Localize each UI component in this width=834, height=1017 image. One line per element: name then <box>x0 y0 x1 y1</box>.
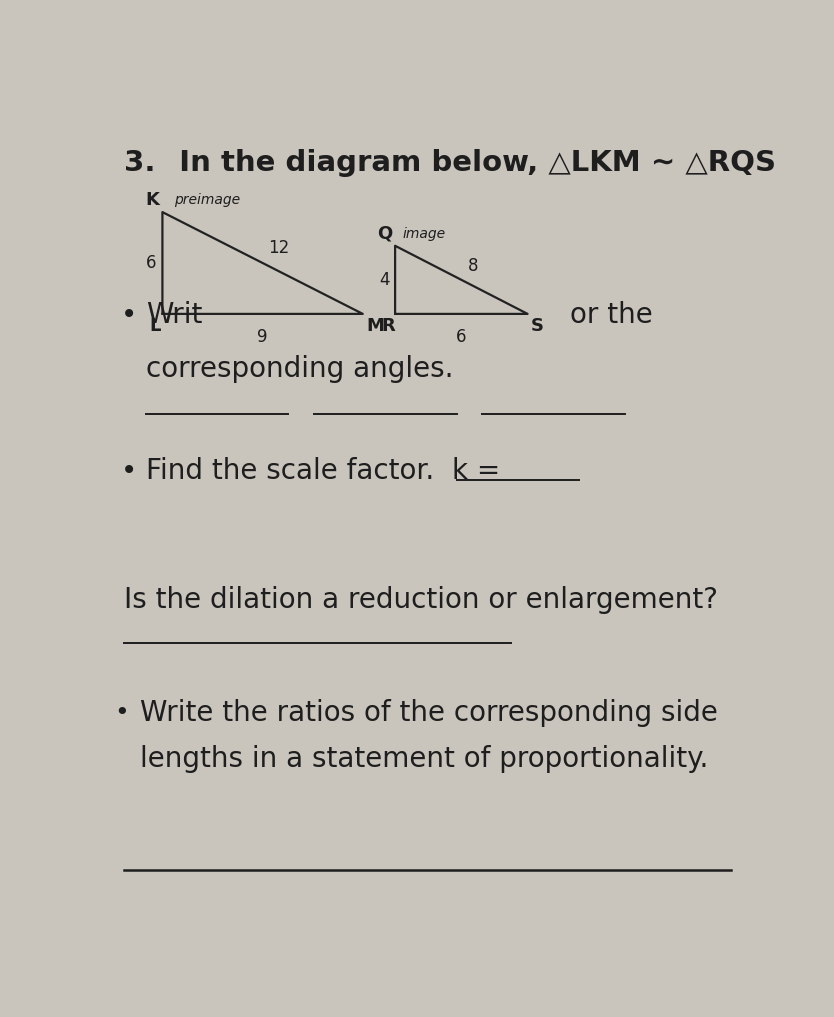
Text: M: M <box>366 317 384 335</box>
Text: R: R <box>382 317 395 335</box>
Text: Write the ratios of the corresponding side: Write the ratios of the corresponding si… <box>140 700 718 727</box>
Text: image: image <box>403 227 446 241</box>
Text: K: K <box>145 191 159 208</box>
Text: Is the dilation a reduction or enlargement?: Is the dilation a reduction or enlargeme… <box>123 586 717 613</box>
Text: 3.: 3. <box>123 149 155 177</box>
Text: preimage: preimage <box>174 193 240 207</box>
Text: •: • <box>120 457 137 484</box>
Text: 6: 6 <box>456 328 466 346</box>
Text: •: • <box>114 702 128 725</box>
Text: 12: 12 <box>269 239 289 256</box>
Text: Writ: Writ <box>146 301 203 330</box>
Text: 8: 8 <box>468 257 478 276</box>
Text: Q: Q <box>377 225 392 243</box>
Text: 4: 4 <box>379 271 390 289</box>
Text: In the diagram below, △LKM ∼ △RQS: In the diagram below, △LKM ∼ △RQS <box>159 149 776 177</box>
Text: S: S <box>530 317 544 335</box>
Text: or the: or the <box>570 301 652 330</box>
Text: 6: 6 <box>146 254 156 272</box>
Text: •: • <box>120 301 137 330</box>
Text: Find the scale factor.  k =: Find the scale factor. k = <box>146 457 510 484</box>
Text: 9: 9 <box>258 328 268 346</box>
Text: L: L <box>149 317 160 335</box>
Text: lengths in a statement of proportionality.: lengths in a statement of proportionalit… <box>140 744 708 773</box>
Text: corresponding angles.: corresponding angles. <box>146 355 454 382</box>
